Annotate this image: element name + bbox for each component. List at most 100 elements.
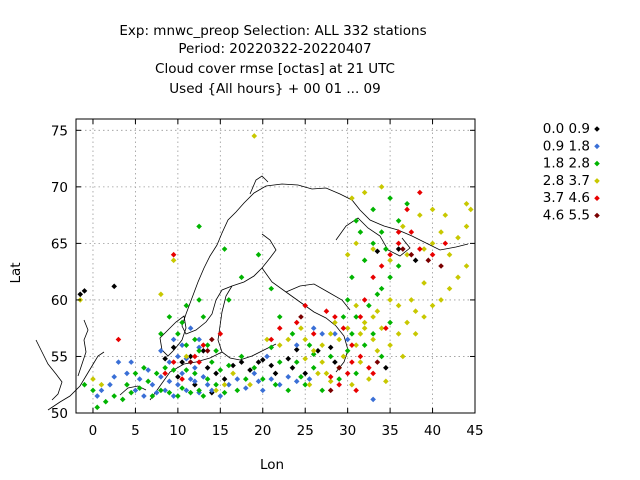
data-point: [187, 325, 194, 331]
data-point: [310, 364, 317, 371]
data-point: [374, 359, 381, 365]
x-tick-label: 5: [131, 423, 140, 439]
data-point: [204, 348, 211, 354]
data-point: [395, 302, 402, 309]
data-point: [255, 359, 262, 365]
x-tick-label: 40: [424, 423, 441, 439]
data-point: [323, 308, 330, 315]
data-point: [353, 302, 359, 309]
data-point: [370, 206, 376, 213]
x-axis-label: Lon: [260, 457, 284, 473]
data-point: [357, 359, 364, 365]
legend: 0.0 0.90.9 1.8 1.8 2.82.8 3.73.7 4.6 4.6 5…: [543, 121, 600, 224]
scatter-points: [77, 133, 474, 411]
data-point: [119, 396, 126, 403]
data-point: [264, 353, 270, 360]
data-point: [395, 331, 402, 337]
data-point: [285, 374, 292, 380]
data-point: [349, 359, 355, 365]
data-point: [166, 389, 173, 396]
data-point: [344, 348, 351, 354]
data-point: [242, 385, 249, 391]
data-point: [115, 336, 122, 343]
data-point: [170, 336, 177, 343]
data-point: [141, 393, 147, 399]
data-point: [183, 342, 190, 348]
data-point: [383, 246, 389, 252]
data-point: [213, 381, 219, 388]
data-point: [361, 297, 368, 303]
data-point: [179, 385, 185, 391]
data-point: [353, 314, 359, 320]
data-point: [204, 342, 211, 348]
data-point: [429, 240, 436, 247]
data-point: [370, 314, 376, 320]
data-point: [255, 378, 262, 385]
x-tick-label: 0: [89, 423, 98, 439]
data-point: [332, 331, 338, 337]
data-point: [179, 370, 185, 377]
data-point: [221, 246, 228, 252]
data-point: [332, 319, 338, 326]
data-point: [310, 331, 317, 337]
data-point: [412, 331, 419, 337]
data-point: [90, 376, 96, 382]
y-tick-label: 55: [51, 349, 68, 365]
data-point: [293, 359, 300, 365]
data-point: [107, 381, 113, 388]
data-point: [153, 389, 160, 396]
data-point: [429, 251, 436, 258]
data-point: [327, 331, 334, 337]
data-point: [268, 376, 275, 382]
data-point: [327, 387, 334, 394]
data-point: [327, 353, 334, 360]
data-point: [400, 223, 406, 230]
data-point: [438, 297, 444, 303]
data-point: [170, 367, 177, 373]
data-point: [327, 374, 334, 380]
plot-frame: [75, 118, 476, 414]
data-point: [302, 355, 309, 362]
axis-ticks: 0 5 10 15 20 25 30 35 40 45 50 55 60 65 70 75: [51, 119, 484, 439]
data-point: [175, 353, 181, 360]
data-point: [192, 364, 198, 371]
data-point: [361, 319, 368, 326]
data-point: [323, 370, 330, 377]
data-point: [395, 240, 402, 247]
data-point: [327, 378, 334, 385]
data-point: [179, 359, 185, 365]
legend-marker: [594, 178, 600, 184]
data-point: [166, 359, 173, 365]
data-point: [404, 251, 410, 258]
data-point: [136, 385, 143, 391]
data-point: [298, 314, 304, 320]
data-point: [349, 195, 355, 201]
data-point: [238, 274, 245, 281]
data-point: [306, 381, 313, 388]
data-point: [204, 381, 211, 388]
data-point: [234, 376, 241, 382]
data-point: [128, 359, 134, 365]
data-point: [442, 212, 449, 218]
coastline-map: [35, 175, 469, 411]
data-point: [408, 297, 415, 303]
data-point: [306, 376, 313, 382]
y-axis-label: Lat: [8, 262, 24, 283]
data-point: [200, 348, 207, 354]
data-point: [230, 370, 236, 377]
legend-label: 4.6 5.5: [543, 208, 590, 224]
data-point: [166, 378, 173, 385]
data-point: [336, 381, 342, 388]
data-point: [162, 387, 168, 394]
data-point: [192, 381, 198, 388]
data-point: [349, 342, 355, 348]
data-point: [387, 319, 393, 326]
data-point: [77, 291, 84, 298]
data-point: [221, 381, 228, 388]
data-point: [192, 378, 198, 385]
data-point: [315, 348, 321, 354]
data-point: [383, 364, 389, 371]
data-point: [336, 336, 342, 343]
data-point: [361, 257, 368, 264]
